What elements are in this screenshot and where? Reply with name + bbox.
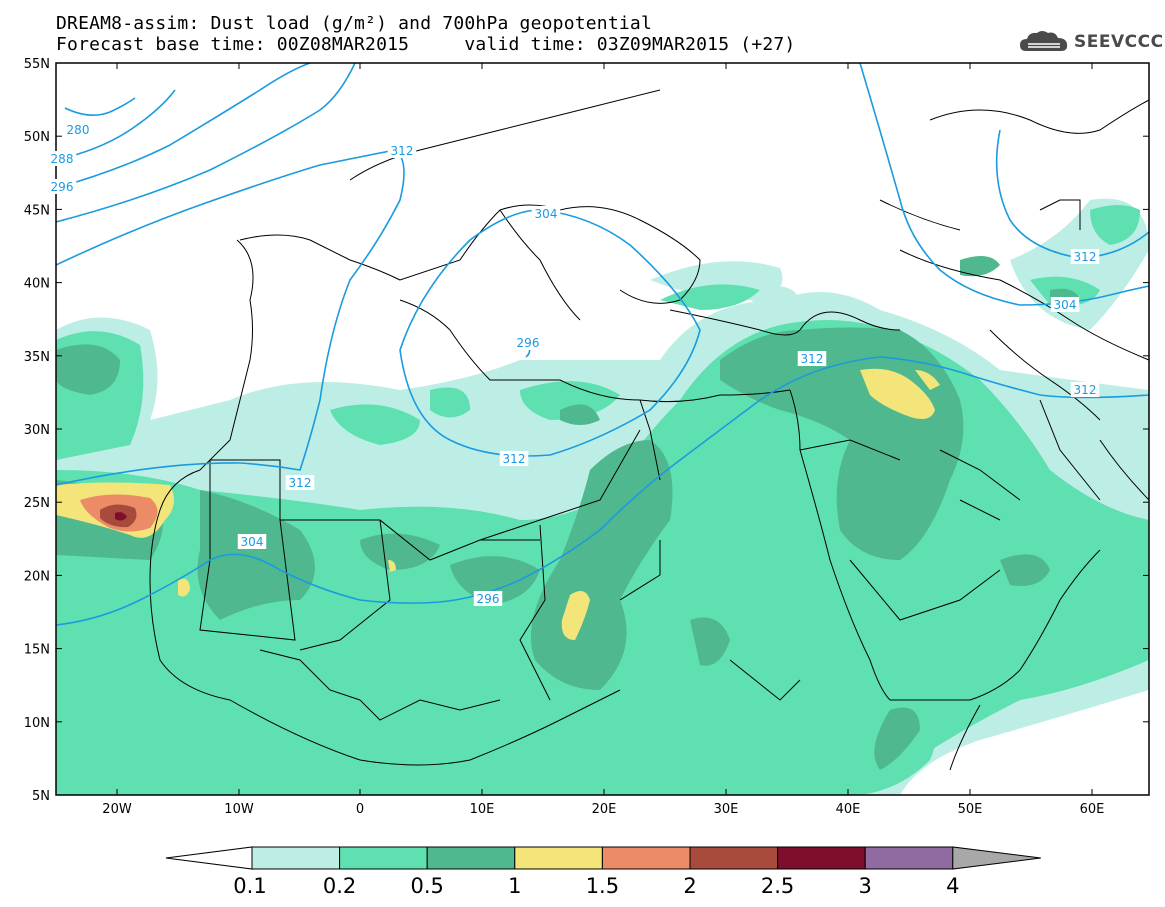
lat-label: 35N <box>24 350 50 365</box>
contour-labels: 280 288 296 312 304 296 312 304 296 312 312 312 304 3… <box>47 122 1100 606</box>
dust-field-2.5 <box>115 512 127 521</box>
contour-label: 304 <box>1054 298 1077 312</box>
lon-label: 30E <box>714 802 739 817</box>
colorbar-swatch <box>777 846 866 870</box>
contour-label-bg <box>47 151 77 166</box>
contour-label-bg <box>237 534 267 549</box>
logo-text: SEEVCCC <box>1074 32 1164 52</box>
colorbar-swatch <box>514 846 603 870</box>
lon-label: 50E <box>958 802 983 817</box>
contour-label-bg <box>499 451 529 466</box>
colorbar-over-arrow <box>952 846 1041 870</box>
colorbar-tick-label: 1 <box>508 874 521 898</box>
contour-label: 296 <box>477 592 500 606</box>
contour-label-bg <box>473 591 503 606</box>
contour-label-bg <box>63 122 93 137</box>
colorbar-tick-label: 3 <box>859 874 872 898</box>
map-title: DREAM8-assim: Dust load (g/m²) and 700hP… <box>56 13 652 34</box>
lat-label: 5N <box>32 789 50 804</box>
contour-label-bg <box>47 179 77 194</box>
lon-label: 20W <box>102 802 132 817</box>
contour-label-bg <box>1070 249 1100 264</box>
colorbar-tick-label: 2 <box>683 874 696 898</box>
colorbar: 0.1 0.2 0.5 1 1.5 2 2.5 3 4 <box>165 846 1041 898</box>
lat-label: 45N <box>24 203 50 218</box>
lon-label: 60E <box>1080 802 1105 817</box>
longitude-axis: 20W 10W 0 10E 20E 30E 40E 50E 60E <box>102 63 1104 817</box>
colorbar-tick-label: 2.5 <box>761 874 794 898</box>
colorbar-swatch <box>339 846 428 870</box>
contour-label-bg <box>1050 297 1080 312</box>
contour-label-bg <box>1070 382 1100 397</box>
contour-label: 312 <box>1074 250 1097 264</box>
contour-label: 304 <box>535 207 558 221</box>
lat-label: 50N <box>24 130 50 145</box>
lon-label: 20E <box>592 802 617 817</box>
contour-label-bg <box>285 475 315 490</box>
contour-label-bg <box>513 335 543 350</box>
lat-label: 15N <box>24 643 50 658</box>
contour-label: 296 <box>517 336 540 350</box>
colorbar-swatch <box>864 846 954 870</box>
geopotential-contours <box>56 63 1149 626</box>
contour-label: 312 <box>391 144 414 158</box>
lon-label: 10W <box>224 802 254 817</box>
contour-label: 304 <box>241 535 264 549</box>
colorbar-swatch <box>251 846 341 870</box>
colorbar-swatch <box>601 846 691 870</box>
cloud-logo-icon <box>1020 31 1068 51</box>
map-subtitle-times: Forecast base time: 00Z08MAR2015 valid t… <box>56 34 796 55</box>
lat-label: 30N <box>24 423 50 438</box>
contour-label-bg <box>387 143 417 158</box>
contour-label: 312 <box>289 476 312 490</box>
colorbar-tick-label: 1.5 <box>586 874 619 898</box>
lon-label: 10E <box>470 802 495 817</box>
colorbar-swatch <box>426 846 516 870</box>
lat-label: 25N <box>24 496 50 511</box>
lon-label: 0 <box>356 802 364 817</box>
contour-label-bg <box>797 351 827 366</box>
colorbar-tick-label: 0.5 <box>410 874 443 898</box>
contour-label: 312 <box>1074 383 1097 397</box>
colorbar-swatch <box>689 846 779 870</box>
contour-label: 312 <box>503 452 526 466</box>
latitude-axis: 55N 50N 45N 40N 35N 30N 25N 20N 15N 10N 5N <box>24 57 1149 804</box>
contour-label: 296 <box>51 180 74 194</box>
colorbar-tick-label: 0.1 <box>233 874 266 898</box>
lon-label: 40E <box>836 802 861 817</box>
lat-label: 55N <box>24 57 50 72</box>
lat-label: 10N <box>24 716 50 731</box>
contour-label: 280 <box>67 123 90 137</box>
contour-label: 312 <box>801 352 824 366</box>
colorbar-under-arrow <box>165 846 253 870</box>
lat-label: 20N <box>24 569 50 584</box>
contour-label: 288 <box>51 152 74 166</box>
coastlines-and-borders <box>149 89 1149 771</box>
seevccc-logo: SEEVCCC <box>1018 28 1164 56</box>
contour-label-bg <box>531 206 561 221</box>
colorbar-tick-label: 4 <box>946 874 959 898</box>
colorbar-tick-label: 0.2 <box>323 874 356 898</box>
lat-label: 40N <box>24 277 50 292</box>
